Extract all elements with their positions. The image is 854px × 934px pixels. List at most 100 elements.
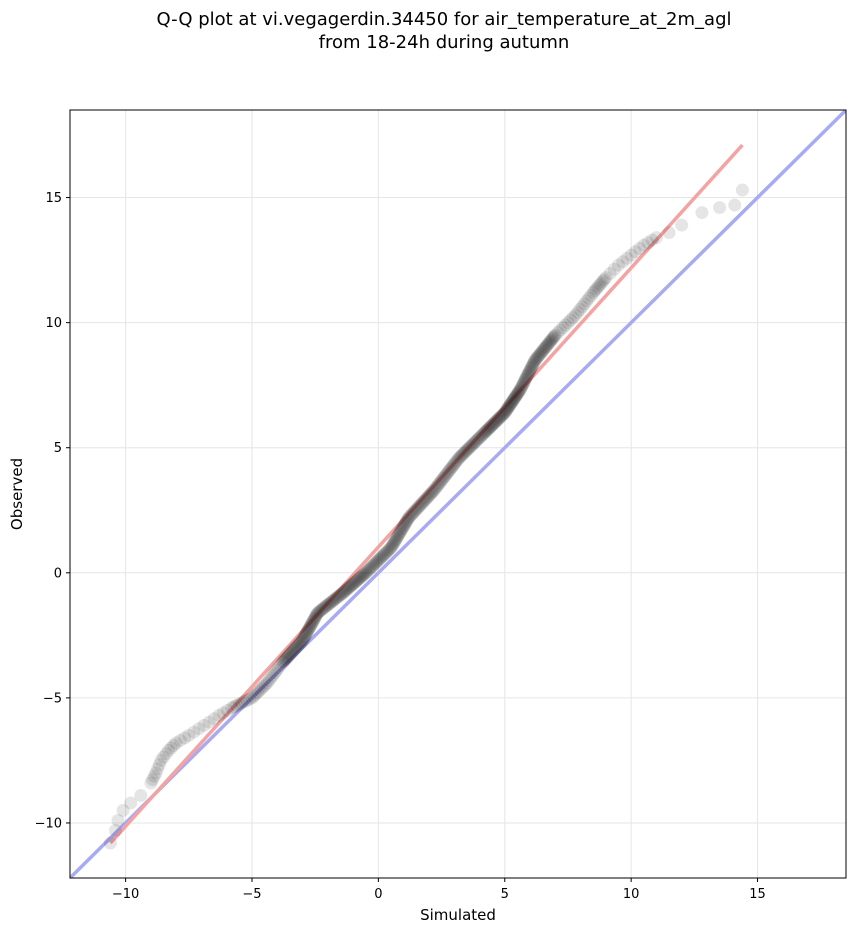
qq-point	[134, 788, 148, 802]
qq-point	[591, 280, 605, 294]
qq-point	[304, 618, 318, 632]
qq-point	[520, 370, 534, 384]
qq-point	[245, 691, 259, 705]
qq-point	[471, 433, 485, 447]
qq-point	[307, 612, 321, 626]
qq-point	[641, 236, 655, 250]
qq-point	[527, 356, 541, 370]
qq-point	[289, 641, 303, 655]
qq-point	[420, 491, 434, 505]
qq-point	[389, 533, 403, 547]
qq-point	[432, 477, 446, 491]
qq-point	[450, 454, 464, 468]
qq-point	[296, 632, 310, 646]
qq-point	[302, 622, 316, 636]
qq-point	[154, 753, 168, 767]
qq-point	[352, 572, 366, 586]
qq-point	[364, 560, 378, 574]
qq-point	[370, 554, 384, 568]
qq-point	[465, 438, 479, 452]
qq-point	[409, 503, 423, 517]
qq-point	[313, 604, 327, 618]
qq-point	[437, 470, 451, 484]
qq-point	[328, 592, 342, 606]
qq-point	[412, 500, 426, 514]
qq-point	[523, 364, 537, 378]
x-tick-label: 5	[501, 887, 509, 902]
qq-point	[341, 581, 355, 595]
qq-point	[509, 389, 523, 403]
qq-point	[483, 420, 497, 434]
qq-point	[478, 426, 492, 440]
qq-point	[253, 683, 267, 697]
qq-point	[505, 394, 519, 408]
x-tick-label: 0	[374, 887, 382, 902]
qq-point	[573, 303, 587, 317]
qq-point	[453, 450, 467, 464]
qq-point	[279, 652, 293, 666]
qq-point	[417, 495, 431, 509]
qq-point	[405, 507, 419, 521]
qq-point	[443, 463, 457, 477]
qq-point	[491, 412, 505, 426]
qq-point	[354, 570, 368, 584]
qq-point	[343, 579, 357, 593]
qq-point	[479, 424, 493, 438]
qq-point	[340, 582, 354, 596]
qq-point	[288, 642, 302, 656]
qq-point	[282, 649, 296, 663]
qq-point	[315, 602, 329, 616]
qq-point	[386, 537, 400, 551]
qq-point	[103, 836, 117, 850]
qq-point	[522, 365, 536, 379]
qq-point	[501, 401, 515, 415]
qq-point	[466, 437, 480, 451]
qq-point	[169, 736, 183, 750]
qq-point	[356, 569, 370, 583]
qq-point	[152, 758, 166, 772]
qq-point	[298, 630, 312, 644]
qq-point	[508, 390, 522, 404]
qq-point	[146, 773, 160, 787]
qq-point	[459, 444, 473, 458]
qq-point	[164, 741, 178, 755]
qq-point	[406, 506, 420, 520]
qq-point	[493, 410, 507, 424]
qq-point	[382, 543, 396, 557]
x-tick-label: −5	[242, 887, 261, 902]
qq-point	[400, 513, 414, 527]
qq-point	[237, 695, 251, 709]
qq-point	[553, 323, 567, 337]
qq-point	[371, 553, 385, 567]
qq-point	[305, 616, 319, 630]
qq-point	[457, 446, 471, 460]
qq-point	[308, 611, 322, 625]
qq-point	[503, 399, 517, 413]
qq-point	[415, 496, 429, 510]
qq-point	[531, 350, 545, 364]
qq-point	[593, 278, 607, 292]
qq-point	[424, 487, 438, 501]
qq-point	[337, 585, 351, 599]
qq-points	[103, 183, 749, 850]
qq-point	[299, 627, 313, 641]
qq-point	[325, 595, 339, 609]
reference-lines	[70, 110, 846, 878]
qq-point	[521, 367, 535, 381]
qq-point	[584, 288, 598, 302]
qq-point	[695, 206, 709, 220]
qq-point	[487, 417, 501, 431]
qq-point	[320, 599, 334, 613]
qq-point	[413, 498, 427, 512]
qq-point	[524, 361, 538, 375]
qq-point	[529, 352, 543, 366]
qq-point	[296, 633, 310, 647]
qq-point	[662, 226, 676, 240]
qq-point	[436, 471, 450, 485]
qq-point	[275, 656, 289, 670]
qq-point	[516, 376, 530, 390]
qq-point	[321, 598, 335, 612]
qq-point	[232, 697, 246, 711]
qq-point	[499, 404, 513, 418]
qq-point	[300, 625, 314, 639]
